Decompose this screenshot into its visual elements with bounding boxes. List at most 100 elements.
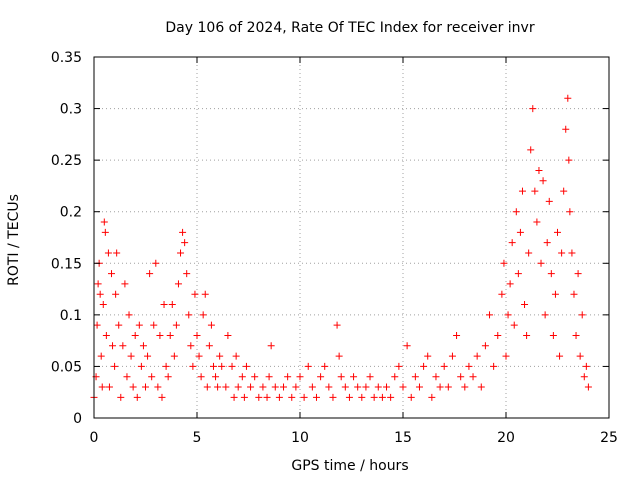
data-point <box>154 383 162 391</box>
data-point <box>265 373 273 381</box>
data-point <box>582 362 590 370</box>
data-point <box>535 166 543 174</box>
data-point <box>518 187 526 195</box>
data-point <box>296 373 304 381</box>
data-point <box>251 373 259 381</box>
data-point <box>436 383 444 391</box>
data-point <box>584 383 592 391</box>
data-point <box>578 311 586 319</box>
data-point <box>112 290 120 298</box>
data-point <box>101 228 109 236</box>
y-tick-label: 0.1 <box>60 308 82 324</box>
data-point <box>166 331 174 339</box>
data-point <box>99 301 107 309</box>
data-point <box>490 362 498 370</box>
y-tick-label: 0.35 <box>51 50 82 66</box>
data-point <box>255 393 263 401</box>
data-point <box>150 321 158 329</box>
data-point <box>158 393 166 401</box>
data-point <box>183 270 191 278</box>
data-point <box>259 383 267 391</box>
data-point <box>564 94 572 102</box>
data-point <box>565 156 573 164</box>
data-point <box>494 331 502 339</box>
data-point <box>168 301 176 309</box>
data-point <box>102 331 110 339</box>
data-point <box>199 311 207 319</box>
data-point <box>230 393 238 401</box>
data-point <box>185 311 193 319</box>
data-point <box>551 290 559 298</box>
data-point <box>556 352 564 360</box>
x-tick-label: 0 <box>90 430 99 446</box>
data-point <box>207 321 215 329</box>
data-point <box>113 249 121 257</box>
data-point <box>304 362 312 370</box>
data-point <box>242 362 250 370</box>
data-points-layer <box>90 94 592 401</box>
data-point <box>461 383 469 391</box>
data-point <box>152 259 160 267</box>
data-point <box>119 342 127 350</box>
data-point <box>333 321 341 329</box>
data-point <box>162 362 170 370</box>
data-point <box>481 342 489 350</box>
data-point <box>473 352 481 360</box>
data-point <box>523 331 531 339</box>
data-point <box>374 383 382 391</box>
data-point <box>428 393 436 401</box>
data-point <box>267 342 275 350</box>
data-point <box>366 373 374 381</box>
data-point <box>329 393 337 401</box>
data-point <box>457 373 465 381</box>
data-point <box>529 105 537 113</box>
data-point <box>516 228 524 236</box>
data-point <box>288 393 296 401</box>
data-point <box>197 373 205 381</box>
data-point <box>448 352 456 360</box>
data-point <box>247 383 255 391</box>
data-point <box>572 331 580 339</box>
data-point <box>156 331 164 339</box>
data-point <box>121 280 129 288</box>
data-point <box>521 301 529 309</box>
plot-frame <box>93 56 610 419</box>
data-point <box>234 383 242 391</box>
data-point <box>358 393 366 401</box>
data-point <box>135 321 143 329</box>
data-point <box>407 393 415 401</box>
data-point <box>238 373 246 381</box>
data-point <box>570 290 578 298</box>
data-point <box>218 362 226 370</box>
y-axis-label: ROTI / TECUs <box>6 194 22 286</box>
data-point <box>189 362 197 370</box>
data-point <box>335 352 343 360</box>
data-point <box>337 373 345 381</box>
data-point <box>531 187 539 195</box>
x-tick-label: 15 <box>394 430 412 446</box>
data-point <box>271 383 279 391</box>
data-point <box>399 383 407 391</box>
data-point <box>137 362 145 370</box>
x-tick-label: 25 <box>600 430 618 446</box>
data-point <box>98 383 106 391</box>
data-point <box>94 280 102 288</box>
data-point <box>545 197 553 205</box>
data-point <box>129 383 137 391</box>
ticks-layer: 0 0.05 0.1 0.15 0.2 0.25 0.3 0.35 0 5 10 15 20 25 <box>51 50 618 446</box>
y-tick-label: 0.2 <box>60 205 82 221</box>
data-point <box>214 383 222 391</box>
data-point <box>420 362 428 370</box>
data-point <box>391 373 399 381</box>
chart-title: Day 106 of 2024, Rate Of TEC Index for r… <box>165 20 534 36</box>
data-point <box>345 393 353 401</box>
data-point <box>574 270 582 278</box>
data-point <box>280 383 288 391</box>
data-point <box>514 270 522 278</box>
data-point <box>543 239 551 247</box>
data-point <box>164 373 172 381</box>
data-point <box>96 290 104 298</box>
data-point <box>560 187 568 195</box>
data-point <box>533 218 541 226</box>
data-point <box>195 352 203 360</box>
